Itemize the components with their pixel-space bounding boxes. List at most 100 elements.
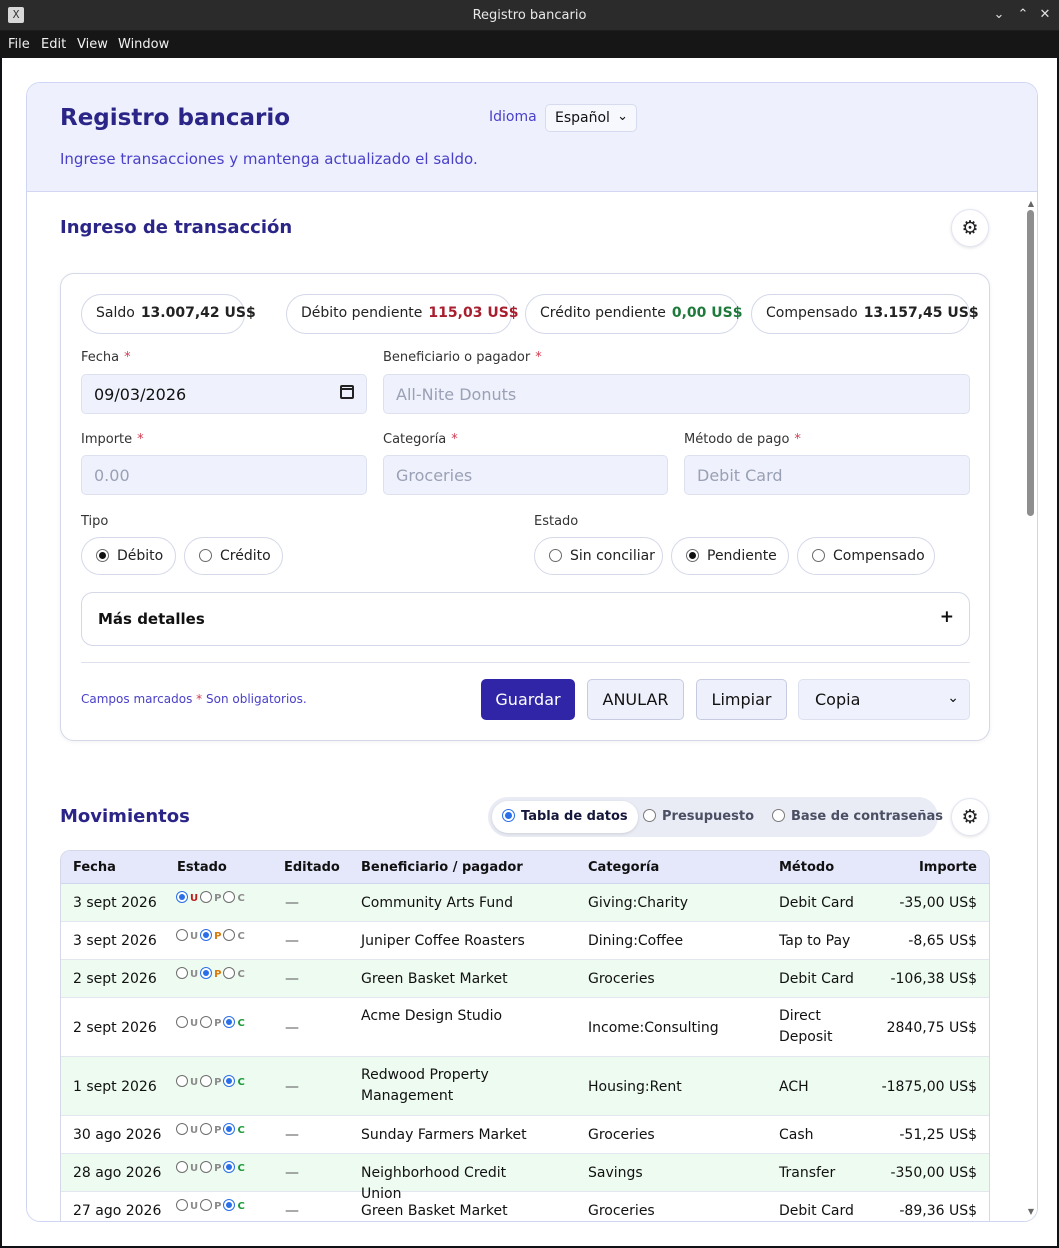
row-status-radio-c[interactable] <box>223 929 236 941</box>
row-status-radio-p[interactable] <box>200 1016 213 1028</box>
row-status-radio-p[interactable] <box>200 1123 213 1135</box>
row-status-radio-c[interactable] <box>223 1161 236 1173</box>
minimize-icon[interactable]: ⌄ <box>993 7 1005 22</box>
maximize-icon[interactable]: ⌃ <box>1017 7 1029 22</box>
row-method: Transfer <box>779 1165 836 1181</box>
table-header: Fecha Estado Editado Beneficiario / paga… <box>61 851 989 884</box>
col-edited[interactable]: Editado <box>284 860 340 875</box>
menu-window[interactable]: Window <box>118 37 170 52</box>
col-status[interactable]: Estado <box>177 860 227 875</box>
menu-edit[interactable]: Edit <box>41 37 67 52</box>
row-status-radio-u[interactable] <box>176 1075 188 1087</box>
row-payee: Green Basket Market <box>361 971 508 987</box>
row-status-radio-c[interactable] <box>223 1123 236 1135</box>
table-row[interactable]: 27 ago 2026 U P C — Green Basket Market Grocer… <box>61 1192 989 1221</box>
row-status-radio-u[interactable] <box>176 1199 188 1211</box>
row-date: 1 sept 2026 <box>73 1079 157 1095</box>
menu-file[interactable]: File <box>8 37 30 52</box>
save-button[interactable]: Guardar <box>481 679 575 720</box>
row-status-radio-u[interactable] <box>176 1016 188 1028</box>
menu-view[interactable]: View <box>77 37 108 52</box>
row-status-letter: U <box>190 1077 199 1088</box>
table-row[interactable]: 2 sept 2026 U P C — Green Basket Market Grocer… <box>61 960 989 998</box>
row-status-radio-u[interactable] <box>176 967 188 979</box>
table-row[interactable]: 1 sept 2026 U P C — Redwood Property Manageme… <box>61 1057 989 1116</box>
scrollbar-thumb[interactable] <box>1027 210 1034 516</box>
close-icon[interactable]: ✕ <box>1039 7 1051 22</box>
calendar-icon[interactable] <box>340 385 354 399</box>
type-credit-radio[interactable]: Crédito <box>184 537 283 575</box>
row-amount: -89,36 US$ <box>899 1203 977 1219</box>
row-category: Income:Consulting <box>588 1020 719 1036</box>
table-row[interactable]: 28 ago 2026 U P C — Neighborhood Credit Union… <box>61 1154 989 1202</box>
table-row[interactable]: 3 sept 2026 U P C — Community Arts Fund Giving… <box>61 884 989 922</box>
row-method: Debit Card <box>779 895 854 911</box>
row-status-radio-p[interactable] <box>200 1161 213 1173</box>
row-status-letter: P <box>214 969 222 980</box>
row-payee: Redwood Property Management <box>361 1067 489 1104</box>
copy-select[interactable]: Copia ⌄ <box>798 679 970 720</box>
row-status-radio-p[interactable] <box>200 929 213 941</box>
status-pending-radio[interactable]: Pendiente <box>671 537 789 575</box>
void-button[interactable]: ANULAR <box>587 679 684 720</box>
cleared-pill: Compensado 13.157,45 US$ <box>751 294 979 334</box>
row-status-radio-p[interactable] <box>200 891 213 903</box>
amount-input[interactable]: 0.00 <box>81 455 367 495</box>
payment-method-input[interactable]: Debit Card <box>684 455 970 495</box>
row-status-radio-u[interactable] <box>176 891 188 903</box>
entry-settings-button[interactable]: ⚙ <box>951 209 989 247</box>
col-payee[interactable]: Beneficiario / pagador <box>361 860 523 875</box>
window-title: Registro bancario <box>472 8 587 23</box>
movements-settings-button[interactable]: ⚙ <box>951 798 989 836</box>
view-budget[interactable]: Presupuesto <box>633 801 764 833</box>
row-status-letter: U <box>190 931 199 942</box>
row-status-radio-c[interactable] <box>223 1075 236 1087</box>
table-row[interactable]: 2 sept 2026 U P C — Acme Design Studio Income:… <box>61 998 989 1057</box>
row-edited: — <box>285 1165 299 1181</box>
more-details-label: Más detalles <box>98 610 205 628</box>
row-status-radio-u[interactable] <box>176 1161 188 1173</box>
row-method: Cash <box>779 1127 814 1143</box>
status-cleared-radio[interactable]: Compensado <box>797 537 935 575</box>
scroll-down-icon[interactable]: ▼ <box>1027 1207 1034 1216</box>
view-password-db[interactable]: Base de contraseñas <box>762 801 953 833</box>
row-status-radio-p[interactable] <box>200 1199 213 1211</box>
row-status-radio-u[interactable] <box>176 929 188 941</box>
date-field[interactable]: 09/03/2026 <box>81 374 367 414</box>
table-row[interactable]: 30 ago 2026 U P C — Sunday Farmers Market Groc… <box>61 1116 989 1154</box>
menu-bar: File Edit View Window <box>0 31 1059 58</box>
scroll-up-icon[interactable]: ▲ <box>1027 199 1034 208</box>
category-input[interactable]: Groceries <box>383 455 668 495</box>
row-status-radio-p[interactable] <box>200 967 213 979</box>
row-status-radio-u[interactable] <box>176 1123 188 1135</box>
view-data-table[interactable]: Tabla de datos <box>492 801 638 833</box>
language-select[interactable]: Español ⌄ <box>545 104 637 132</box>
col-category[interactable]: Categoría <box>588 860 660 875</box>
col-date[interactable]: Fecha <box>73 860 116 875</box>
col-method[interactable]: Método <box>779 860 835 875</box>
row-category: Groceries <box>588 971 655 987</box>
pending-debit-pill: Débito pendiente 115,03 US$ <box>286 294 519 334</box>
row-status-radio-c[interactable] <box>223 891 236 903</box>
type-debit-radio[interactable]: Débito <box>81 537 176 575</box>
col-amount[interactable]: Importe <box>918 860 977 875</box>
row-status-radio-c[interactable] <box>223 1199 236 1211</box>
clear-button[interactable]: Limpiar <box>696 679 787 720</box>
row-status-letter: P <box>214 893 222 904</box>
divider <box>81 662 970 663</box>
row-amount: 2840,75 US$ <box>886 1020 977 1036</box>
row-status-radio-p[interactable] <box>200 1075 213 1087</box>
row-amount: -8,65 US$ <box>908 933 977 949</box>
status-unreconciled-radio[interactable]: Sin conciliar <box>534 537 663 575</box>
table-row[interactable]: 3 sept 2026 U P C — Juniper Coffee Roasters Di… <box>61 922 989 960</box>
more-details-toggle[interactable]: Más detalles + <box>81 592 970 646</box>
payee-input[interactable]: All-Nite Donuts <box>383 374 970 414</box>
row-status-radio-c[interactable] <box>223 1016 236 1028</box>
row-category: Housing:Rent <box>588 1079 682 1095</box>
row-status-radio-c[interactable] <box>223 967 236 979</box>
movements-table: Fecha Estado Editado Beneficiario / paga… <box>60 850 990 1221</box>
row-status-letter: C <box>237 969 245 980</box>
